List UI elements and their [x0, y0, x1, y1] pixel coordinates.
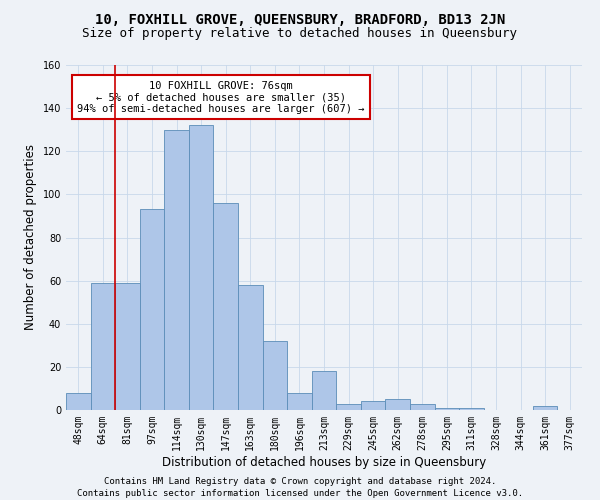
- Bar: [336, 404, 361, 410]
- Bar: [287, 393, 312, 410]
- Bar: [385, 399, 410, 410]
- Bar: [312, 371, 336, 410]
- Text: Contains public sector information licensed under the Open Government Licence v3: Contains public sector information licen…: [77, 489, 523, 498]
- Bar: [238, 285, 263, 410]
- Bar: [533, 406, 557, 410]
- Bar: [214, 203, 238, 410]
- Bar: [66, 393, 91, 410]
- Bar: [434, 408, 459, 410]
- Text: Contains HM Land Registry data © Crown copyright and database right 2024.: Contains HM Land Registry data © Crown c…: [104, 478, 496, 486]
- Y-axis label: Number of detached properties: Number of detached properties: [24, 144, 37, 330]
- Bar: [459, 408, 484, 410]
- Bar: [263, 341, 287, 410]
- Text: 10, FOXHILL GROVE, QUEENSBURY, BRADFORD, BD13 2JN: 10, FOXHILL GROVE, QUEENSBURY, BRADFORD,…: [95, 12, 505, 26]
- Bar: [361, 402, 385, 410]
- Bar: [91, 283, 115, 410]
- Text: Size of property relative to detached houses in Queensbury: Size of property relative to detached ho…: [83, 28, 517, 40]
- X-axis label: Distribution of detached houses by size in Queensbury: Distribution of detached houses by size …: [162, 456, 486, 468]
- Bar: [189, 126, 214, 410]
- Text: 10 FOXHILL GROVE: 76sqm
← 5% of detached houses are smaller (35)
94% of semi-det: 10 FOXHILL GROVE: 76sqm ← 5% of detached…: [77, 80, 365, 114]
- Bar: [164, 130, 189, 410]
- Bar: [410, 404, 434, 410]
- Bar: [115, 283, 140, 410]
- Bar: [140, 210, 164, 410]
